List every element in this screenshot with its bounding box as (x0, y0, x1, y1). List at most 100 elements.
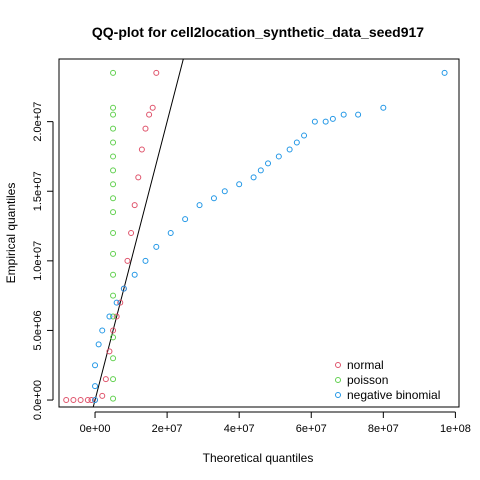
data-point (149, 104, 156, 111)
data-point (102, 376, 109, 383)
data-point (99, 327, 106, 334)
data-point (92, 383, 99, 390)
data-point (311, 118, 318, 125)
data-point (95, 341, 102, 348)
data-point (153, 243, 160, 250)
data-point (110, 153, 117, 160)
y-tick-label: 1.0e+07 (32, 241, 44, 281)
data-point (117, 299, 124, 306)
data-point (142, 257, 149, 264)
data-point (110, 125, 117, 132)
data-point (110, 327, 117, 334)
x-tick-label: 0e+00 (80, 423, 111, 435)
legend-label: poisson (347, 373, 388, 387)
legend-marker (335, 362, 341, 368)
data-point (110, 209, 117, 216)
data-point (124, 257, 131, 264)
legend-label: normal (347, 358, 384, 372)
x-tick-label: 8e+07 (368, 423, 399, 435)
data-point (110, 250, 117, 257)
data-point (120, 285, 127, 292)
data-point (293, 139, 300, 146)
data-point (70, 397, 77, 404)
data-point (196, 202, 203, 209)
series-poisson (110, 69, 117, 402)
data-point (221, 188, 228, 195)
data-point (77, 397, 84, 404)
data-point (236, 181, 243, 188)
data-point (110, 181, 117, 188)
legend-marker (335, 377, 341, 383)
chart-title: QQ-plot for cell2location_synthetic_data… (92, 24, 424, 40)
data-point (257, 167, 264, 174)
data-point (110, 334, 117, 341)
x-tick-label: 2e+07 (152, 423, 183, 435)
data-point (301, 132, 308, 139)
data-point (182, 216, 189, 223)
y-axis-label: Empirical quantiles (4, 183, 18, 284)
data-point (110, 292, 117, 299)
data-point (210, 195, 217, 202)
x-tick-label: 4e+07 (224, 423, 255, 435)
data-point (153, 69, 160, 76)
y-tick-label: 2.0e+07 (32, 102, 44, 142)
data-point (110, 230, 117, 236)
data-point (128, 230, 135, 236)
data-point (142, 125, 149, 132)
data-point (380, 104, 387, 111)
x-tick-label: 6e+07 (296, 423, 327, 435)
data-point (167, 230, 174, 236)
data-point (106, 313, 113, 320)
data-point (146, 111, 153, 118)
data-point (106, 348, 113, 355)
data-point (441, 69, 448, 76)
data-point (110, 355, 117, 362)
data-point (322, 118, 329, 125)
data-point (110, 167, 117, 174)
data-point (265, 160, 272, 167)
data-point (286, 146, 293, 153)
data-point (135, 174, 142, 181)
series-negative-binomial (92, 69, 448, 404)
plot-area (63, 59, 448, 407)
data-point (138, 146, 145, 153)
data-point (250, 174, 257, 181)
data-point (110, 271, 117, 278)
reference-line (92, 59, 184, 407)
data-point (131, 202, 138, 209)
data-point (110, 104, 117, 111)
data-point (92, 397, 99, 404)
data-point (92, 362, 99, 369)
data-point (63, 397, 70, 404)
legend-label: negative binomial (347, 388, 440, 402)
data-point (355, 111, 362, 118)
data-point (113, 313, 120, 320)
y-tick-label: 0.0e+00 (32, 380, 44, 420)
data-point (131, 271, 138, 278)
data-point (110, 111, 117, 118)
data-point (110, 376, 117, 383)
data-point (110, 69, 117, 76)
y-axis: 0.0e+00 5.0e+06 1.0e+07 1.5e+07 2.0e+07 (32, 102, 54, 420)
x-axis: 0e+00 2e+07 4e+07 6e+07 8e+07 1e+08 (80, 411, 471, 435)
y-tick-label: 1.5e+07 (32, 171, 44, 211)
data-point (99, 392, 106, 399)
series-normal (63, 69, 160, 404)
x-tick-label: 1e+08 (440, 423, 471, 435)
x-axis-label: Theoretical quantiles (203, 451, 314, 465)
plot-frame (58, 58, 460, 408)
data-point (110, 195, 117, 202)
y-tick-label: 5.0e+06 (32, 310, 44, 350)
data-point (84, 397, 91, 404)
data-point (329, 115, 336, 122)
data-point (88, 397, 95, 404)
data-point (110, 395, 117, 402)
data-point (110, 139, 117, 146)
legend-marker (335, 392, 341, 398)
data-point (340, 111, 347, 118)
data-point (275, 153, 282, 160)
data-point (110, 313, 117, 320)
data-point (113, 299, 120, 306)
